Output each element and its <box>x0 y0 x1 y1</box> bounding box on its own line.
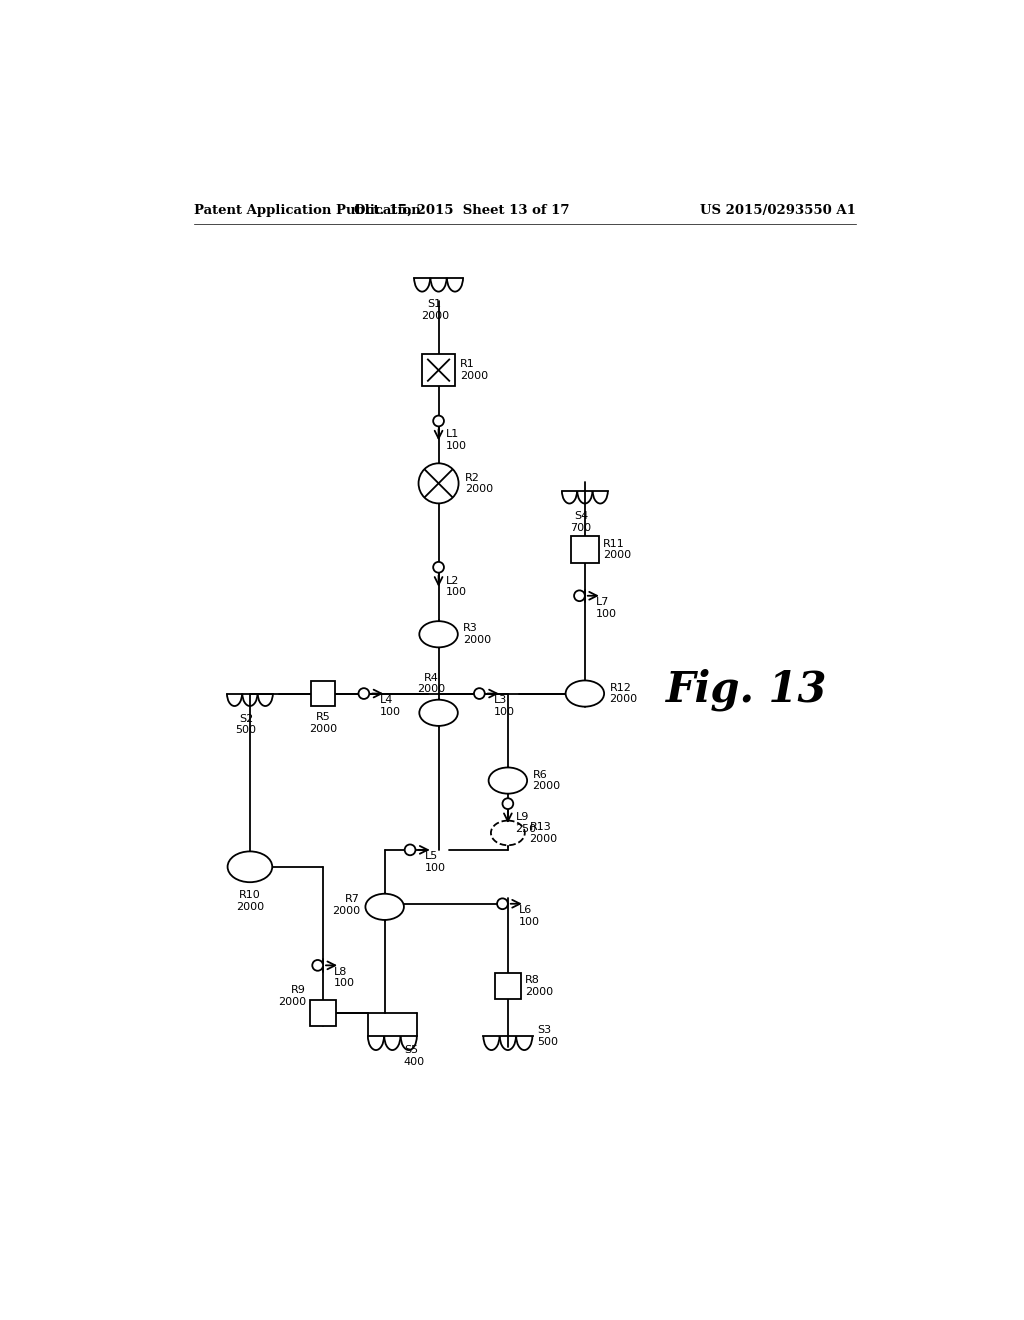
Circle shape <box>419 463 459 503</box>
Text: R10
2000: R10 2000 <box>236 890 264 912</box>
Ellipse shape <box>490 821 525 845</box>
Text: US 2015/0293550 A1: US 2015/0293550 A1 <box>700 205 856 218</box>
Text: L4
100: L4 100 <box>380 696 401 717</box>
Circle shape <box>433 416 444 426</box>
Ellipse shape <box>419 700 458 726</box>
Bar <box>310 1001 336 1026</box>
Text: S3
500: S3 500 <box>538 1026 558 1047</box>
Ellipse shape <box>366 894 403 920</box>
Text: S5
400: S5 400 <box>403 1045 425 1067</box>
Circle shape <box>497 899 508 909</box>
Text: R3
2000: R3 2000 <box>463 623 492 645</box>
Text: S4
700: S4 700 <box>570 511 592 533</box>
Text: L5
100: L5 100 <box>425 851 445 873</box>
Text: R4
2000: R4 2000 <box>417 673 444 694</box>
Text: R12
2000: R12 2000 <box>609 682 638 705</box>
Circle shape <box>433 562 444 573</box>
Circle shape <box>358 688 370 700</box>
Text: S2
500: S2 500 <box>236 714 257 735</box>
Circle shape <box>312 960 323 970</box>
Text: L7
100: L7 100 <box>596 597 616 619</box>
Bar <box>310 681 336 706</box>
Text: L8
100: L8 100 <box>334 966 355 989</box>
Text: Oct. 15, 2015  Sheet 13 of 17: Oct. 15, 2015 Sheet 13 of 17 <box>354 205 569 218</box>
Ellipse shape <box>419 622 458 647</box>
Circle shape <box>404 845 416 855</box>
Text: R8
2000: R8 2000 <box>524 975 553 997</box>
Ellipse shape <box>488 767 527 793</box>
Text: S1
2000: S1 2000 <box>421 300 449 321</box>
Bar <box>571 536 599 564</box>
Text: R6
2000: R6 2000 <box>532 770 560 792</box>
Ellipse shape <box>565 681 604 706</box>
Circle shape <box>574 590 585 601</box>
Text: R1
2000: R1 2000 <box>460 359 488 381</box>
Text: R5
2000: R5 2000 <box>309 711 337 734</box>
Text: L3
100: L3 100 <box>494 696 515 717</box>
Bar <box>422 354 455 387</box>
Text: L6
100: L6 100 <box>518 906 540 927</box>
Bar <box>495 973 521 999</box>
Text: R13
2000: R13 2000 <box>529 822 557 843</box>
Text: R2
2000: R2 2000 <box>465 473 493 494</box>
Text: R11
2000: R11 2000 <box>603 539 632 561</box>
Text: Patent Application Publication: Patent Application Publication <box>194 205 421 218</box>
Text: L9
250: L9 250 <box>515 812 537 834</box>
Ellipse shape <box>227 851 272 882</box>
Text: L1
100: L1 100 <box>446 429 467 451</box>
Circle shape <box>503 799 513 809</box>
Text: R7
2000: R7 2000 <box>332 895 360 916</box>
Text: R9
2000: R9 2000 <box>278 985 306 1007</box>
Circle shape <box>474 688 484 700</box>
Text: Fig. 13: Fig. 13 <box>666 668 827 711</box>
Text: L2
100: L2 100 <box>446 576 467 598</box>
